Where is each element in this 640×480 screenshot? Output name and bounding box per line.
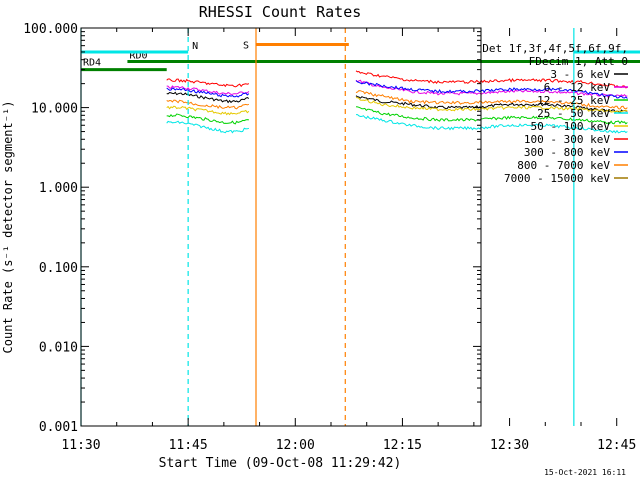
y-tick-label-0: 0.001	[39, 420, 78, 435]
legend-label-6: 300 - 800 keV	[524, 146, 610, 159]
legend-label-2: 12 - 25 keV	[537, 94, 610, 107]
legend-label-0: 3 - 6 keV	[550, 68, 610, 81]
y-tick-label-5: 100.000	[23, 22, 78, 37]
series-line-6-segment-0	[166, 87, 250, 98]
legend-label-1: 6 - 12 keV	[544, 81, 611, 94]
x-axis-label: Start Time (09-Oct-08 11:29:42)	[159, 456, 402, 471]
series-line-1-segment-0	[166, 85, 250, 96]
series-line-7-segment-0	[166, 99, 250, 110]
y-tick-label-4: 10.000	[31, 102, 78, 117]
plot-frame	[80, 27, 482, 427]
chart-title: RHESSI Count Rates	[199, 3, 362, 21]
series-line-2-segment-0	[166, 113, 249, 125]
series-line-1-segment-1	[355, 79, 628, 99]
annotation-label-0: RD4	[83, 58, 101, 69]
annotation-layer: RD4 RD0 N S	[81, 41, 640, 72]
series-line-0-segment-0	[166, 91, 250, 104]
legend-label-7: 800 - 7000 keV	[517, 159, 610, 172]
series-line-3-segment-1	[356, 114, 628, 134]
series-line-3-segment-0	[166, 120, 250, 134]
annotation-label-2: N	[192, 41, 198, 52]
y-axis-label: Count Rate (s⁻¹ detector segment⁻¹)	[1, 101, 15, 354]
legend-label-3: 25 - 50 keV	[537, 107, 610, 120]
legend-header-line-1: Det 1f,3f,4f,5f,6f,9f,	[482, 42, 628, 55]
series-line-6-segment-1	[355, 80, 628, 99]
series-line-0-segment-1	[355, 95, 628, 114]
y-tick-label-3: 1.000	[39, 181, 78, 196]
series-line-5-segment-0	[166, 78, 250, 88]
x-tick-label-4: 12:30	[490, 438, 529, 453]
series-line-2-segment-1	[355, 106, 628, 125]
series-line-4-segment-1	[355, 97, 628, 114]
series-line-7-segment-1	[355, 90, 628, 110]
series-layer	[166, 70, 628, 134]
legend: Det 1f,3f,4f,5f,6f,9f, FDecim 1, Att 0 3…	[482, 42, 628, 185]
legend-header-line-2: FDecim 1, Att 0	[529, 55, 628, 68]
x-tick-label-0: 11:30	[61, 438, 100, 453]
legend-label-5: 100 - 300 keV	[524, 133, 610, 146]
footer-date: 15-Oct-2021 16:11	[544, 468, 626, 477]
y-tick-label-2: 0.100	[39, 261, 78, 276]
y-axis: 0.001 0.010 0.100 1.000 10.000 100.000	[23, 22, 481, 435]
annotation-label-1: RD0	[129, 50, 147, 61]
series-line-4-segment-0	[166, 105, 250, 116]
annotation-label-4: S	[243, 41, 249, 52]
x-tick-label-1: 11:45	[169, 438, 208, 453]
x-tick-label-5: 12:45	[597, 438, 636, 453]
y-tick-label-1: 0.010	[39, 340, 78, 355]
legend-label-4: 50 - 100 keV	[531, 120, 611, 133]
x-tick-label-2: 12:00	[276, 438, 315, 453]
legend-label-8: 7000 - 15000 keV	[504, 172, 610, 185]
series-line-5-segment-1	[355, 70, 628, 89]
x-tick-label-3: 12:15	[383, 438, 422, 453]
